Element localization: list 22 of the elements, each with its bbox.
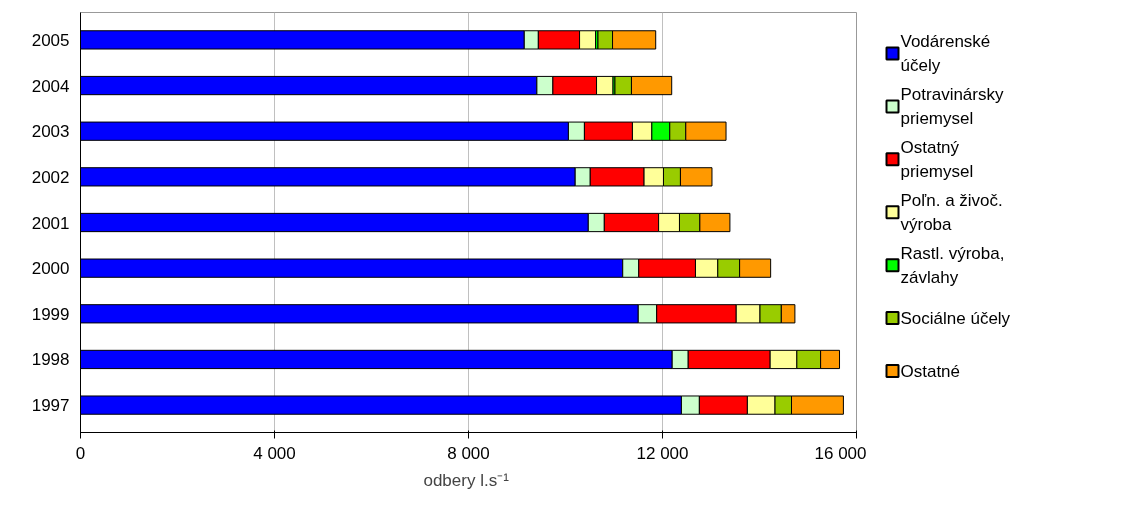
x-axis-title: odbery l.s⁻¹ — [423, 470, 510, 490]
y-tick-label: 2000 — [31, 259, 70, 279]
x-tick-label: 0 — [75, 443, 86, 463]
y-tick-label: 1998 — [31, 350, 70, 370]
x-tick-label: 4 000 — [253, 443, 296, 463]
legend-label: Rastl. výroba, závlahy — [900, 243, 1005, 287]
legend-label: Ostatné — [900, 361, 961, 381]
y-tick-label: 1997 — [31, 396, 70, 416]
x-tick-label: 8 000 — [447, 443, 490, 463]
x-tick-label: 16 000 — [814, 443, 867, 463]
legend-label: Sociálne účely — [900, 308, 1011, 328]
legend-label: Ostatný priemysel — [900, 137, 974, 181]
legend-label: Potravinársky priemysel — [900, 85, 1004, 128]
legend-label: Poľn. a živoč. výroba — [900, 190, 1003, 234]
x-tick-label: 12 000 — [636, 443, 689, 463]
y-tick-label: 2003 — [31, 122, 70, 142]
y-tick-label: 1999 — [31, 304, 70, 324]
y-tick-label: 2004 — [31, 76, 70, 96]
y-tick-label: 2001 — [31, 213, 70, 233]
legend-label: Vodárenské účely — [900, 32, 991, 75]
y-tick-label: 2002 — [31, 167, 70, 187]
y-tick-label: 2005 — [31, 30, 70, 50]
